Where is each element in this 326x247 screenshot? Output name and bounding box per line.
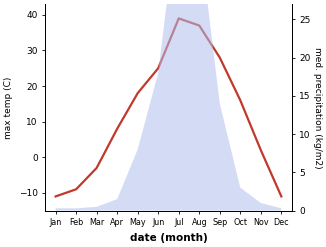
- Y-axis label: max temp (C): max temp (C): [4, 76, 13, 139]
- X-axis label: date (month): date (month): [130, 233, 207, 243]
- Y-axis label: med. precipitation (kg/m2): med. precipitation (kg/m2): [313, 47, 322, 168]
